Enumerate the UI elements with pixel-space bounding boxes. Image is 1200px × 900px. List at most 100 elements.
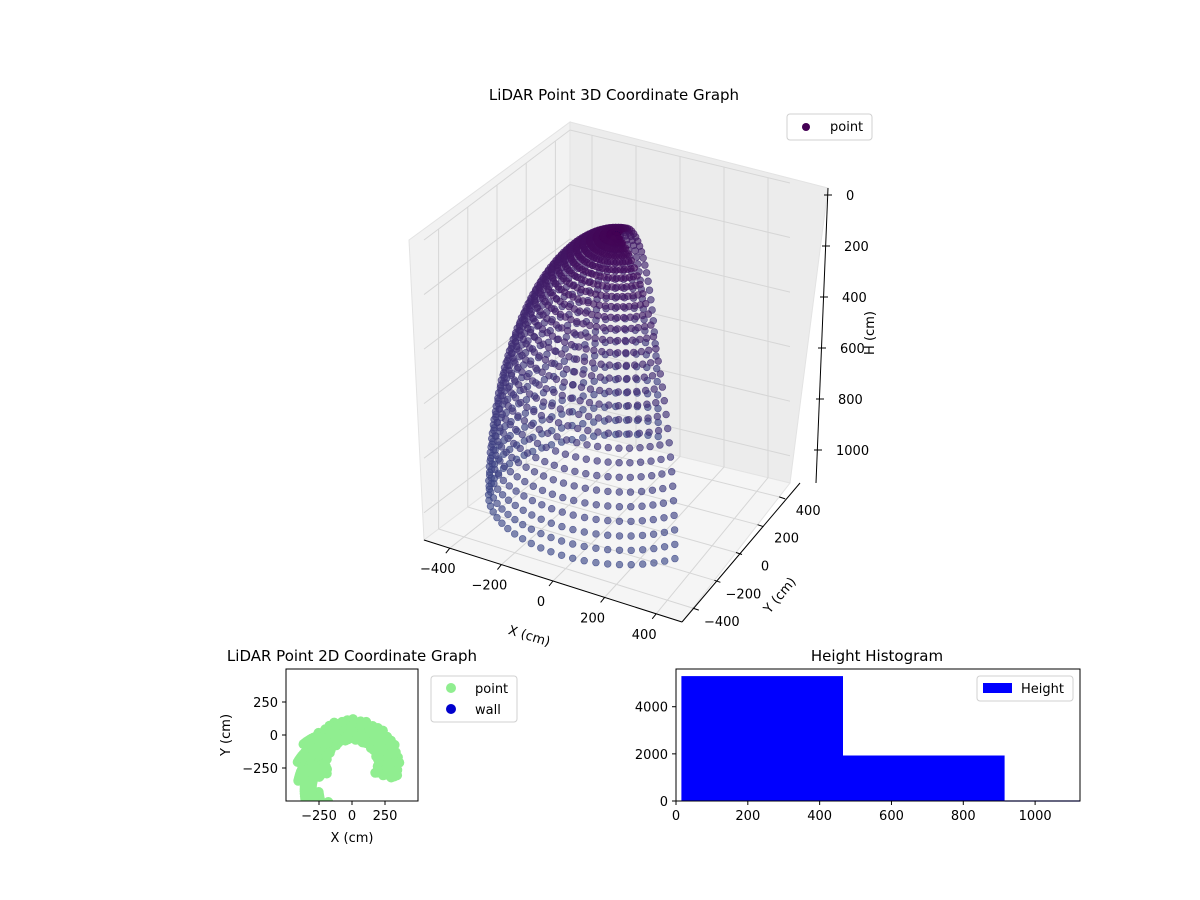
point-3d <box>547 548 555 556</box>
point-3d <box>589 418 598 426</box>
x-tick-label-hist-5: 1000 <box>1019 809 1052 824</box>
point-3d <box>561 450 570 458</box>
point-3d <box>511 501 519 510</box>
point-3d <box>670 511 678 520</box>
point-3d <box>504 496 513 504</box>
points-3d <box>484 223 679 569</box>
point-3d <box>658 470 666 478</box>
point-3d <box>501 397 509 405</box>
point-3d <box>586 321 594 330</box>
point-3d <box>614 349 622 357</box>
point-3d <box>593 471 601 480</box>
point-3d <box>491 465 499 474</box>
legend-histogram: Height <box>976 675 1074 702</box>
point-3d <box>671 554 679 563</box>
point-3d <box>588 359 597 367</box>
point-3d <box>581 309 590 317</box>
point-3d <box>614 361 622 370</box>
grid-3d-z-2 <box>423 238 791 350</box>
point-3d <box>615 488 623 496</box>
point-3d <box>534 336 542 345</box>
point-3d <box>498 491 507 499</box>
y-tick-label-2d-0: 250 <box>253 696 278 711</box>
point-3d <box>494 485 502 493</box>
point-3d <box>638 531 647 540</box>
grid-3d-x-2 <box>552 156 681 582</box>
point-3d <box>530 468 539 476</box>
point-3d <box>535 352 544 360</box>
point-3d <box>615 444 623 452</box>
point-3d <box>649 501 657 509</box>
point-3d <box>620 325 629 333</box>
point-3d <box>514 381 523 389</box>
point-3d <box>537 515 545 523</box>
point-3d <box>562 365 571 373</box>
point-3d <box>644 414 652 422</box>
point-3d <box>634 415 643 423</box>
histogram-bar-1 <box>843 755 1005 801</box>
point-3d <box>520 417 529 425</box>
point-3d <box>504 524 512 533</box>
x-tick-label-3d-2: 0 <box>537 595 545 610</box>
point-3d <box>621 336 629 345</box>
point-3d <box>521 477 529 486</box>
point-3d <box>648 372 657 380</box>
point-3d <box>539 472 548 480</box>
legend-3d-marker <box>802 123 810 131</box>
point-3d <box>598 256 606 264</box>
point-3d <box>604 487 612 496</box>
point-3d <box>604 429 613 437</box>
histogram-frame <box>675 668 1081 802</box>
point-3d <box>590 346 598 355</box>
grid-3d-y-4 <box>554 141 780 498</box>
legend-2d: point wall <box>430 675 518 723</box>
point-3d <box>589 280 598 288</box>
point-3d <box>580 513 589 522</box>
point-3d <box>671 540 679 549</box>
z-tick-label-3d-0: 0 <box>846 189 854 204</box>
point-3d <box>647 321 655 329</box>
point-3d <box>575 410 583 419</box>
point-3d <box>547 402 556 410</box>
legend-2d-point-marker <box>446 683 456 693</box>
point-3d <box>539 398 548 406</box>
point-3d <box>604 502 612 510</box>
point-3d <box>624 402 632 410</box>
point-3d <box>548 332 557 340</box>
point-3d <box>659 484 667 493</box>
point-3d <box>582 345 590 353</box>
point-3d <box>632 387 641 396</box>
point-3d <box>538 368 546 376</box>
point-3d <box>654 357 662 365</box>
point-3d <box>576 397 584 405</box>
point-3d <box>580 357 589 365</box>
point-3d <box>627 503 635 511</box>
point-3d <box>650 385 658 393</box>
point-3d <box>614 388 622 396</box>
point-3d <box>592 544 600 552</box>
point-3d <box>579 434 587 442</box>
point-3d <box>594 414 603 422</box>
point-3d <box>557 551 566 559</box>
point-3d <box>492 451 500 460</box>
point-3d <box>573 424 582 433</box>
point-3d <box>505 482 513 490</box>
point-3d <box>603 531 612 539</box>
point-3d <box>644 277 652 285</box>
point-3d <box>569 511 577 519</box>
point-3d <box>647 472 656 480</box>
x-tick-3d-2 <box>548 580 554 587</box>
point-3d <box>489 494 498 502</box>
point-3d <box>514 458 523 467</box>
point-3d <box>660 557 669 565</box>
point-3d <box>648 486 657 494</box>
point-3d <box>615 473 623 481</box>
point-3d <box>507 389 515 397</box>
point-3d <box>604 458 612 466</box>
point-3d <box>640 373 648 381</box>
point-3d <box>557 537 566 545</box>
point-3d <box>550 388 558 396</box>
point-3d <box>508 453 516 462</box>
point-3d <box>535 381 543 389</box>
